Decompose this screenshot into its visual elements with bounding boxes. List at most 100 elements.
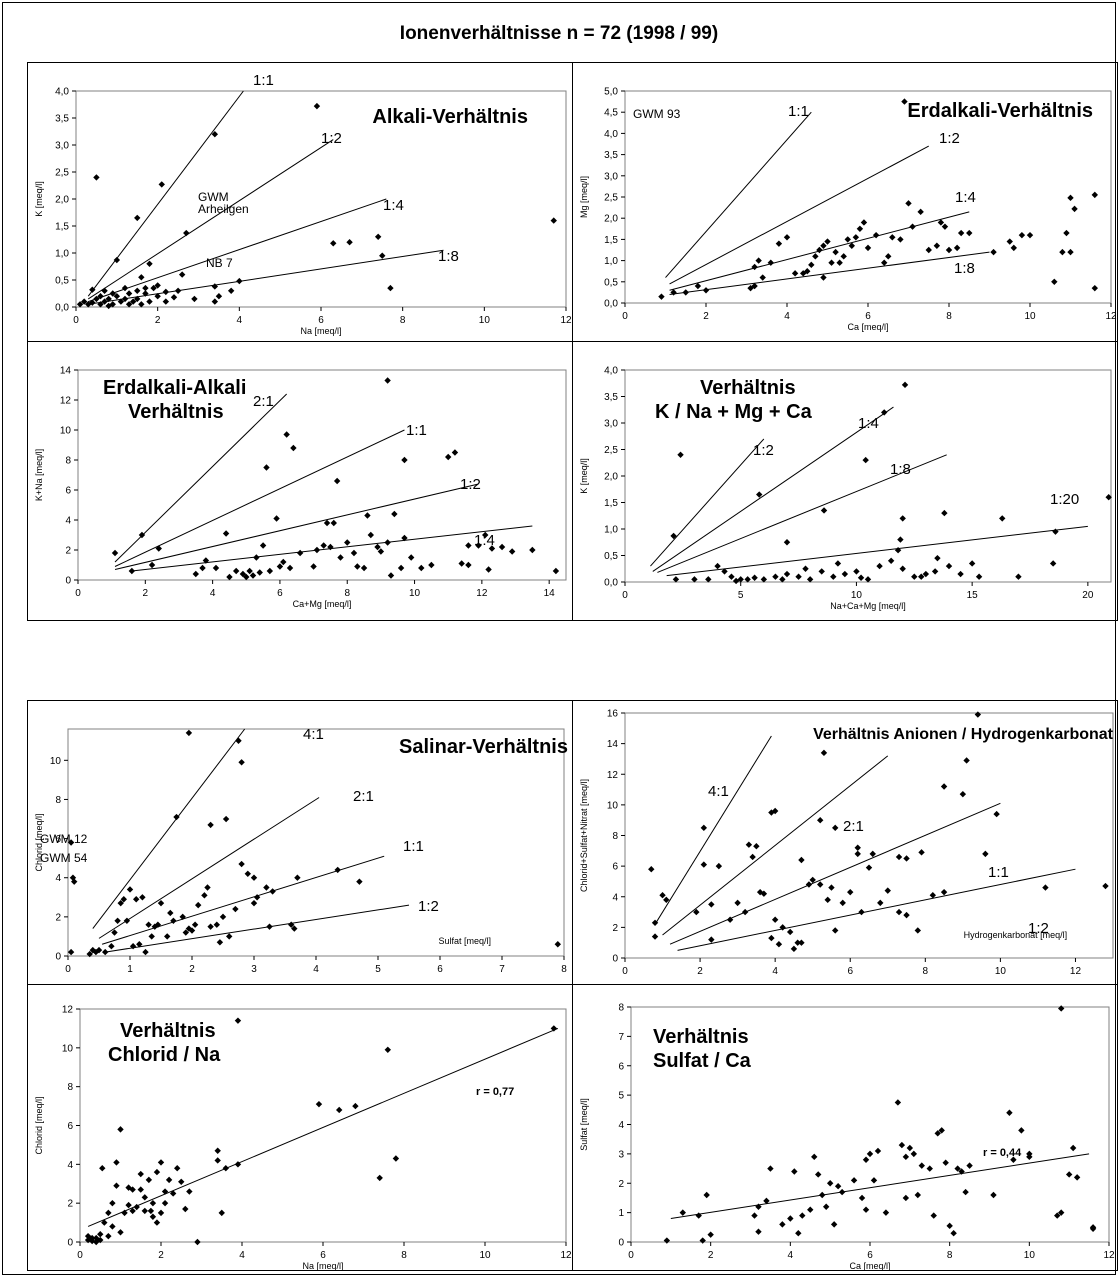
data-point: [550, 217, 557, 224]
data-point: [790, 945, 798, 953]
data-point: [117, 298, 125, 305]
data-point: [138, 531, 146, 539]
data-point: [377, 548, 385, 555]
x-tick-label: 4: [313, 964, 319, 975]
data-point: [899, 515, 906, 522]
x-tick-label: 2: [143, 588, 149, 599]
x-tick-label: 2: [189, 964, 195, 975]
x-tick-label: 12: [560, 1250, 572, 1261]
data-point: [677, 451, 684, 458]
x-tick-label: 0: [65, 964, 71, 975]
data-point: [852, 234, 860, 241]
data-point: [894, 1099, 902, 1106]
data-point: [663, 896, 670, 904]
ref-line: [669, 145, 929, 285]
data-point: [201, 892, 208, 899]
data-point: [1010, 1156, 1017, 1163]
data-point: [129, 298, 137, 305]
x-tick-label: 0: [75, 588, 81, 599]
chart-title-line: Verhältnis: [700, 377, 796, 399]
data-point: [475, 542, 482, 549]
data-point: [882, 1209, 890, 1216]
x-tick-label: 0: [73, 315, 79, 326]
data-point: [109, 1199, 116, 1207]
data-point: [791, 270, 799, 277]
data-point: [139, 894, 146, 901]
data-point: [854, 850, 861, 858]
data-point: [236, 277, 243, 285]
data-point: [138, 301, 145, 308]
data-point: [145, 921, 152, 928]
ref-line-label: 1:8: [954, 260, 975, 277]
data-point: [903, 855, 910, 862]
data-point: [97, 1236, 104, 1244]
data-point: [465, 542, 472, 549]
x-tick-label: 4: [788, 1250, 794, 1261]
data-point: [111, 549, 119, 557]
ref-line: [87, 139, 334, 300]
data-point: [121, 1209, 128, 1217]
ref-line-label: 2:1: [353, 788, 374, 805]
data-point: [864, 576, 872, 583]
chart-title-line: Erdalkali-Alkali: [103, 377, 246, 399]
data-point: [141, 1207, 148, 1215]
data-point: [97, 301, 104, 308]
data-point: [975, 573, 983, 580]
data-point: [93, 174, 100, 181]
data-point: [753, 843, 760, 850]
data-point: [1091, 191, 1098, 199]
x-tick-label: 0: [622, 590, 628, 601]
ref-line-label: 1:2: [418, 898, 439, 915]
data-point: [824, 896, 831, 904]
data-point: [89, 299, 96, 306]
y-axis-label: Chlorid+Sulfat+Nitrat [meq/l]: [579, 779, 589, 892]
data-point: [872, 231, 880, 239]
data-point: [974, 711, 982, 718]
data-point: [195, 901, 202, 909]
y-tick-label: 4,0: [55, 87, 69, 98]
chart-erdalkali-alkali: 0 2 4 6 8 10 12 14 0 2 4 6 8 10 12 14 Ca+Mg [meq/l] K+Na …: [34, 366, 567, 609]
chart-title-line: Sulfat / Ca: [653, 1050, 752, 1072]
plot-area: [624, 90, 1112, 304]
ref-line-label: 1:2: [1028, 920, 1049, 937]
data-point: [957, 570, 964, 578]
data-point: [898, 1141, 906, 1149]
data-point: [101, 298, 108, 305]
data-point: [1052, 528, 1059, 535]
y-tick-label: 3,5: [604, 392, 618, 403]
x-tick-label: 6: [318, 315, 324, 326]
data-point: [811, 1153, 818, 1161]
data-point: [216, 939, 224, 946]
data-point: [909, 223, 916, 230]
x-axis-label: Hydrogenkarbonat [meq/l]: [964, 930, 1068, 940]
data-point: [142, 290, 149, 297]
data-point: [226, 573, 233, 581]
chart-salinar: 0 1 2 3 4 5 6 7 8 0 2 4 6 8 10 Sulfat [meq/l] Chlorid [m…: [34, 726, 568, 975]
y-tick-label: 16: [607, 709, 619, 720]
data-point: [820, 507, 828, 514]
data-point: [401, 534, 408, 542]
data-point: [157, 899, 165, 907]
data-point: [334, 866, 341, 874]
chart-chlorid-na: 0 2 4 6 8 10 12 0 2 4 6 8 10 12 Na [meq/l] Chlorid [meq…: [34, 1005, 572, 1272]
y-tick-label: 4,0: [604, 129, 618, 140]
x-tick-label: 10: [995, 966, 1007, 977]
y-axis-label: K+Na [meq/l]: [34, 449, 44, 501]
data-point: [498, 543, 506, 551]
data-point: [146, 260, 153, 267]
page-title: Ionenverhältnisse n = 72 (1998 / 99): [399, 23, 719, 44]
data-point: [702, 287, 710, 294]
data-point: [884, 887, 891, 894]
data-point: [858, 908, 865, 916]
panel-anionen: 0 2 4 6 8 10 12 0 2 4 6 8 10 12 14 16 Hydrogenkarbonat […: [572, 700, 1118, 985]
y-tick-label: 3,0: [55, 141, 69, 152]
annotation: GWM 93: [633, 107, 681, 121]
data-point: [783, 234, 791, 241]
y-tick-label: 8: [65, 456, 71, 467]
y-axis-label: K [meq/l]: [579, 458, 589, 494]
data-point: [749, 853, 756, 861]
data-point: [212, 564, 220, 572]
data-point: [990, 1191, 997, 1199]
data-point: [219, 913, 227, 921]
